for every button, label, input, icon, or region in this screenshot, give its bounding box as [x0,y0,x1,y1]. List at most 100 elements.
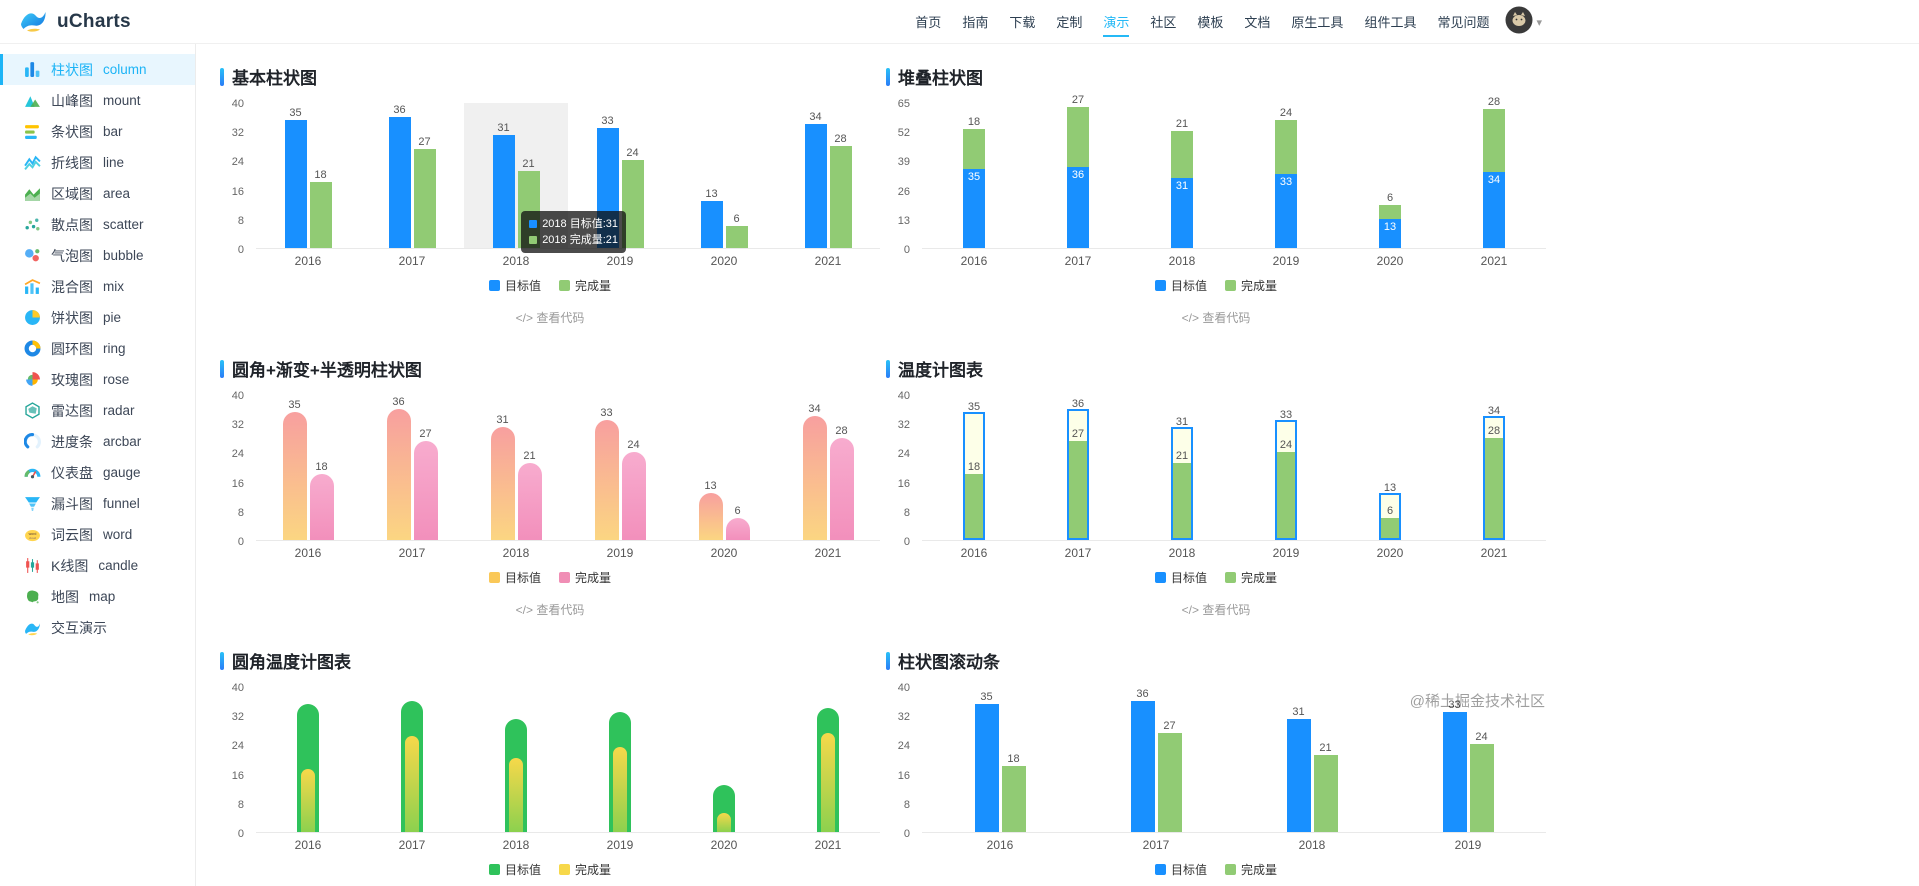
legend-item-目标值[interactable]: 目标值 [1154,569,1207,586]
bar-series-1[interactable]: 34 [804,111,827,248]
sidebar-item-map[interactable]: 地图 map [0,581,195,612]
bar-series-2[interactable]: 18 [309,169,332,248]
bar-series-2[interactable]: 21 [1313,742,1338,832]
sidebar-item-mix[interactable]: 混合图 mix [0,271,195,302]
bar-series-1[interactable]: 35 [974,691,999,832]
sidebar-item-mount[interactable]: 山峰图 mount [0,85,195,116]
bar-series-1[interactable]: 33 [594,407,619,540]
sidebar-item-sublabel: funnel [103,496,140,511]
thermometer-tube[interactable]: 36 27 [1067,398,1089,540]
sidebar-item-rose[interactable]: 玫瑰图 rose [0,364,195,395]
nav-item-community[interactable]: 社区 [1150,15,1177,30]
rounded-thermometer-tube[interactable] [817,707,839,832]
bar-series-1[interactable]: 33 [1442,699,1467,832]
rounded-thermometer-tube[interactable] [505,718,527,832]
nav-item-component-tools[interactable]: 组件工具 [1364,15,1417,30]
sidebar-item-column[interactable]: 柱状图 column [0,54,195,85]
sidebar-item-ring[interactable]: 圆环图 ring [0,333,195,364]
stacked-bar[interactable]: 21 31 [1171,118,1193,248]
nav-item-native-tools[interactable]: 原生工具 [1291,15,1344,30]
bar-series-2[interactable]: 6 [725,505,750,540]
thermometer-tube[interactable]: 13 6 [1379,482,1401,540]
sidebar-item-area[interactable]: 区域图 area [0,178,195,209]
sidebar-item-arcbar[interactable]: 进度条 arcbar [0,426,195,457]
legend-item-完成量[interactable]: 完成量 [1225,569,1277,586]
nav-item-faq[interactable]: 常见问题 [1437,15,1490,30]
nav-item-docs[interactable]: 文档 [1244,15,1271,30]
sidebar-item-radar[interactable]: 雷达图 radar [0,395,195,426]
rounded-thermometer-tube[interactable] [609,711,631,832]
bar-series-1[interactable]: 34 [802,403,827,540]
nav-item-template[interactable]: 模板 [1197,15,1224,30]
bar-series-1[interactable]: 13 [698,480,723,540]
rounded-thermometer-tube[interactable] [401,700,423,832]
stacked-bar[interactable]: 28 34 [1483,96,1505,248]
sidebar-item-scatter[interactable]: 散点图 scatter [0,209,195,240]
bar-series-2[interactable]: 28 [829,425,854,540]
legend-item-目标值[interactable]: 目标值 [488,569,541,586]
sidebar-item-pie[interactable]: 饼状图 pie [0,302,195,333]
nav-item-custom[interactable]: 定制 [1056,15,1083,30]
sidebar-item-bubble[interactable]: 气泡图 bubble [0,240,195,271]
bar-series-1[interactable]: 13 [700,188,723,248]
stacked-bar[interactable]: 27 36 [1067,94,1089,248]
bar-series-1[interactable]: 36 [1130,688,1155,832]
stacked-bar[interactable]: 18 35 [963,116,985,248]
bar-series-2[interactable]: 24 [621,439,646,540]
bar-series-1[interactable]: 35 [284,107,307,248]
rounded-thermometer-tube[interactable] [713,784,735,832]
view-code-link[interactable]: </> 查看代码 [1181,311,1251,325]
bar-series-1[interactable]: 36 [388,104,411,248]
bar-series-1[interactable]: 36 [386,396,411,540]
legend-item-目标值[interactable]: 目标值 [488,861,541,878]
view-code-link[interactable]: </> 查看代码 [1181,603,1251,617]
bar-series-2[interactable]: 18 [1001,753,1026,832]
thermometer-tube[interactable]: 35 18 [963,401,985,540]
nav-item-home[interactable]: 首页 [915,15,942,30]
thermometer-tube[interactable]: 34 28 [1483,405,1505,540]
sidebar-item-interactive-demo[interactable]: 交互演示 [0,612,195,643]
bar-series-2[interactable]: 18 [309,461,334,540]
nav-item-demo[interactable]: 演示 [1103,7,1130,37]
sidebar-item-label: 漏斗图 [51,495,93,512]
bar-series-2[interactable]: 24 [621,147,644,248]
sidebar-item-funnel[interactable]: 漏斗图 funnel [0,488,195,519]
thermometer-tube[interactable]: 33 24 [1275,409,1297,540]
legend-item-目标值[interactable]: 目标值 [488,277,541,294]
legend-item-目标值[interactable]: 目标值 [1154,277,1207,294]
bar-series-2[interactable]: 27 [413,428,438,540]
legend-item-完成量[interactable]: 完成量 [1225,861,1277,878]
legend-item-完成量[interactable]: 完成量 [559,861,611,878]
sidebar-item-word[interactable]: word cloud 词云图 word [0,519,195,550]
nav-item-download[interactable]: 下载 [1009,15,1036,30]
legend-item-目标值[interactable]: 目标值 [1154,861,1207,878]
bar-series-2[interactable]: 28 [829,133,852,248]
sidebar-item-line[interactable]: 折线图 line [0,147,195,178]
thermometer-tube[interactable]: 31 21 [1171,416,1193,540]
brand[interactable]: uCharts [20,7,131,38]
bar-series-2[interactable]: 27 [1157,720,1182,832]
bar-series-1[interactable]: 31 [492,122,515,248]
bar-series-2[interactable]: 21 [517,450,542,540]
bar-series-2[interactable]: 24 [1469,731,1494,832]
bar-series-2[interactable]: 27 [413,136,436,248]
sidebar-item-gauge[interactable]: 仪表盘 gauge [0,457,195,488]
view-code-link[interactable]: </> 查看代码 [515,603,585,617]
nav-item-guide[interactable]: 指南 [962,15,989,30]
user-menu[interactable]: ▾ [1505,6,1542,39]
legend-item-完成量[interactable]: 完成量 [559,569,611,586]
bar-series-1[interactable]: 31 [1286,706,1311,832]
legend-item-完成量[interactable]: 完成量 [559,277,611,294]
stacked-bar[interactable]: 24 33 [1275,107,1297,248]
bar-series-1[interactable]: 35 [282,399,307,540]
rounded-thermometer-tube[interactable] [297,704,319,832]
view-code-link[interactable]: </> 查看代码 [515,311,585,325]
legend-item-完成量[interactable]: 完成量 [1225,277,1277,294]
bar-segment-top [1275,119,1297,174]
bar-value-label: 28 [835,424,848,437]
bar-series-1[interactable]: 31 [490,414,515,540]
bar-series-2[interactable]: 6 [725,213,748,248]
sidebar-item-bar[interactable]: 条状图 bar [0,116,195,147]
sidebar-item-candle[interactable]: K线图 candle [0,550,195,581]
stacked-bar[interactable]: 6 13 [1379,192,1401,248]
